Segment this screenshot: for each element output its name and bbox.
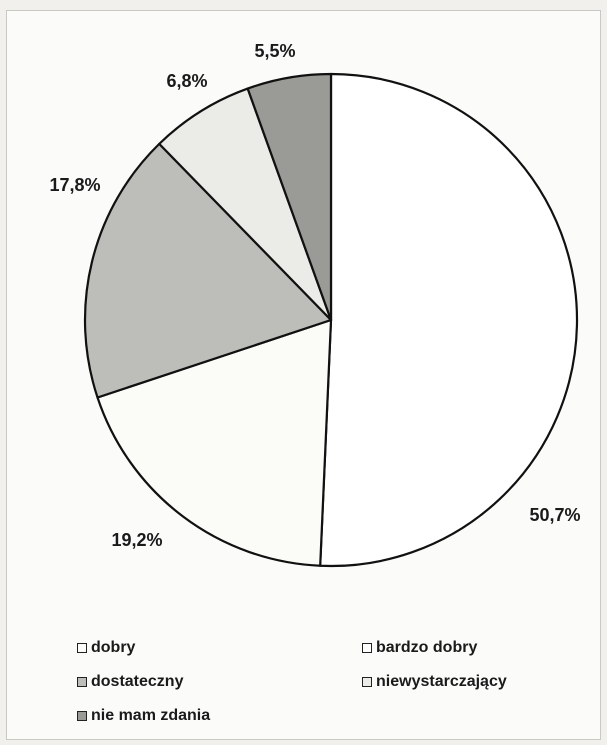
- legend-label-dostateczny: dostateczny: [91, 673, 184, 690]
- pie-chart: 50,7% 19,2% 17,8% 6,8% 5,5%: [49, 41, 581, 568]
- pie-slice-bardzo-dobry: [319, 72, 579, 568]
- data-label-niewystarczajacy: 6,8%: [166, 71, 207, 91]
- legend: dobry bardzo dobry dostateczny niewystar…: [77, 631, 597, 741]
- legend-swatch-nie-mam-zdania: [77, 711, 87, 721]
- pie-slice-niewystarczajacy: [158, 87, 333, 322]
- data-label-dostateczny: 17,8%: [49, 175, 100, 195]
- pie-data-labels: 50,7% 19,2% 17,8% 6,8% 5,5%: [49, 41, 580, 550]
- pie-slice-dobry: [96, 318, 333, 567]
- data-label-nie-mam-zdania: 5,5%: [254, 41, 295, 61]
- legend-label-bardzo-dobry: bardzo dobry: [376, 639, 478, 656]
- legend-swatch-niewystarczajacy: [362, 677, 372, 687]
- legend-item-dobry: dobry: [77, 639, 362, 657]
- legend-label-niewystarczajacy: niewystarczający: [376, 673, 507, 690]
- legend-item-nie-mam-zdania: nie mam zdania: [77, 707, 362, 725]
- legend-label-dobry: dobry: [91, 639, 136, 656]
- chart-figure: 50,7% 19,2% 17,8% 6,8% 5,5% dobry bardzo dob…: [6, 10, 601, 740]
- legend-label-nie-mam-zdania: nie mam zdania: [91, 707, 211, 724]
- legend-item-bardzo-dobry: bardzo dobry: [362, 639, 597, 657]
- pie-slice-nie-mam-zdania: [246, 72, 333, 322]
- pie-slice-dostateczny: [83, 142, 333, 399]
- legend-item-dostateczny: dostateczny: [77, 673, 362, 691]
- legend-swatch-dobry: [77, 643, 87, 653]
- pie-slices: [83, 72, 579, 568]
- legend-swatch-bardzo-dobry: [362, 643, 372, 653]
- data-label-dobry: 19,2%: [111, 530, 162, 550]
- data-label-bardzo-dobry: 50,7%: [529, 505, 580, 525]
- legend-item-niewystarczajacy: niewystarczający: [362, 673, 597, 691]
- legend-swatch-dostateczny: [77, 677, 87, 687]
